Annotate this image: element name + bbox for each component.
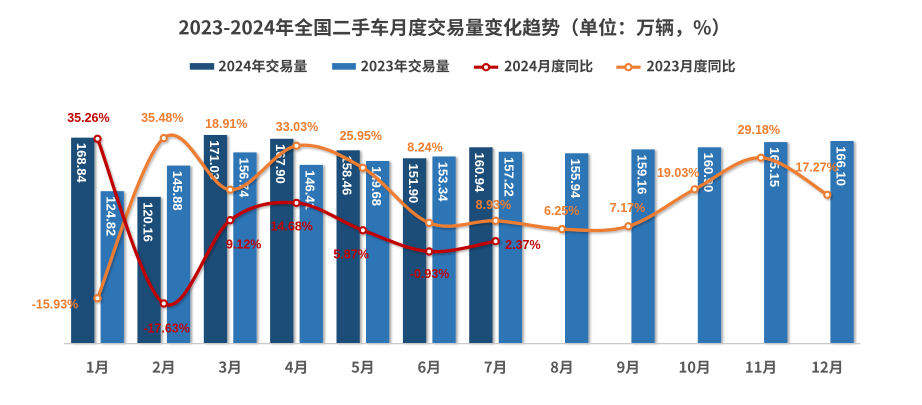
svg-text:167.90: 167.90 <box>273 144 288 184</box>
svg-text:19.03%: 19.03% <box>657 166 699 180</box>
svg-text:2.37%: 2.37% <box>505 238 540 252</box>
svg-text:124.82: 124.82 <box>104 196 119 236</box>
svg-text:-15.93%: -15.93% <box>32 297 79 311</box>
svg-text:9.12%: 9.12% <box>226 238 261 252</box>
svg-text:-0.93%: -0.93% <box>410 267 450 281</box>
svg-text:168.84: 168.84 <box>74 143 89 184</box>
svg-text:18.91%: 18.91% <box>205 117 247 131</box>
svg-text:6.25%: 6.25% <box>544 204 579 218</box>
svg-text:155.94: 155.94 <box>568 159 583 200</box>
svg-text:17.27%: 17.27% <box>795 160 837 174</box>
svg-text:157.22: 157.22 <box>502 157 517 197</box>
svg-text:153.34: 153.34 <box>435 162 450 203</box>
svg-text:29.18%: 29.18% <box>738 123 780 137</box>
svg-text:35.26%: 35.26% <box>67 111 109 125</box>
svg-text:35.48%: 35.48% <box>141 111 183 125</box>
svg-text:8.93%: 8.93% <box>476 198 511 212</box>
svg-text:151.90: 151.90 <box>406 164 421 204</box>
svg-text:120.16: 120.16 <box>141 202 156 242</box>
svg-text:171.03: 171.03 <box>207 140 222 180</box>
svg-text:25.95%: 25.95% <box>340 129 382 143</box>
svg-text:159.16: 159.16 <box>634 155 649 195</box>
svg-text:166.10: 166.10 <box>834 146 849 186</box>
svg-text:165.15: 165.15 <box>767 147 782 187</box>
svg-text:158.46: 158.46 <box>340 156 355 196</box>
svg-text:-17.63%: -17.63% <box>143 322 190 336</box>
svg-text:145.88: 145.88 <box>170 171 185 211</box>
svg-text:8.24%: 8.24% <box>407 141 442 155</box>
svg-text:14.68%: 14.68% <box>270 219 312 233</box>
svg-text:156.74: 156.74 <box>236 158 251 199</box>
svg-text:160.94: 160.94 <box>472 153 487 194</box>
svg-text:146.41: 146.41 <box>303 170 318 210</box>
svg-text:7.17%: 7.17% <box>610 201 645 215</box>
svg-text:5.87%: 5.87% <box>333 247 368 261</box>
svg-text:33.03%: 33.03% <box>276 120 318 134</box>
